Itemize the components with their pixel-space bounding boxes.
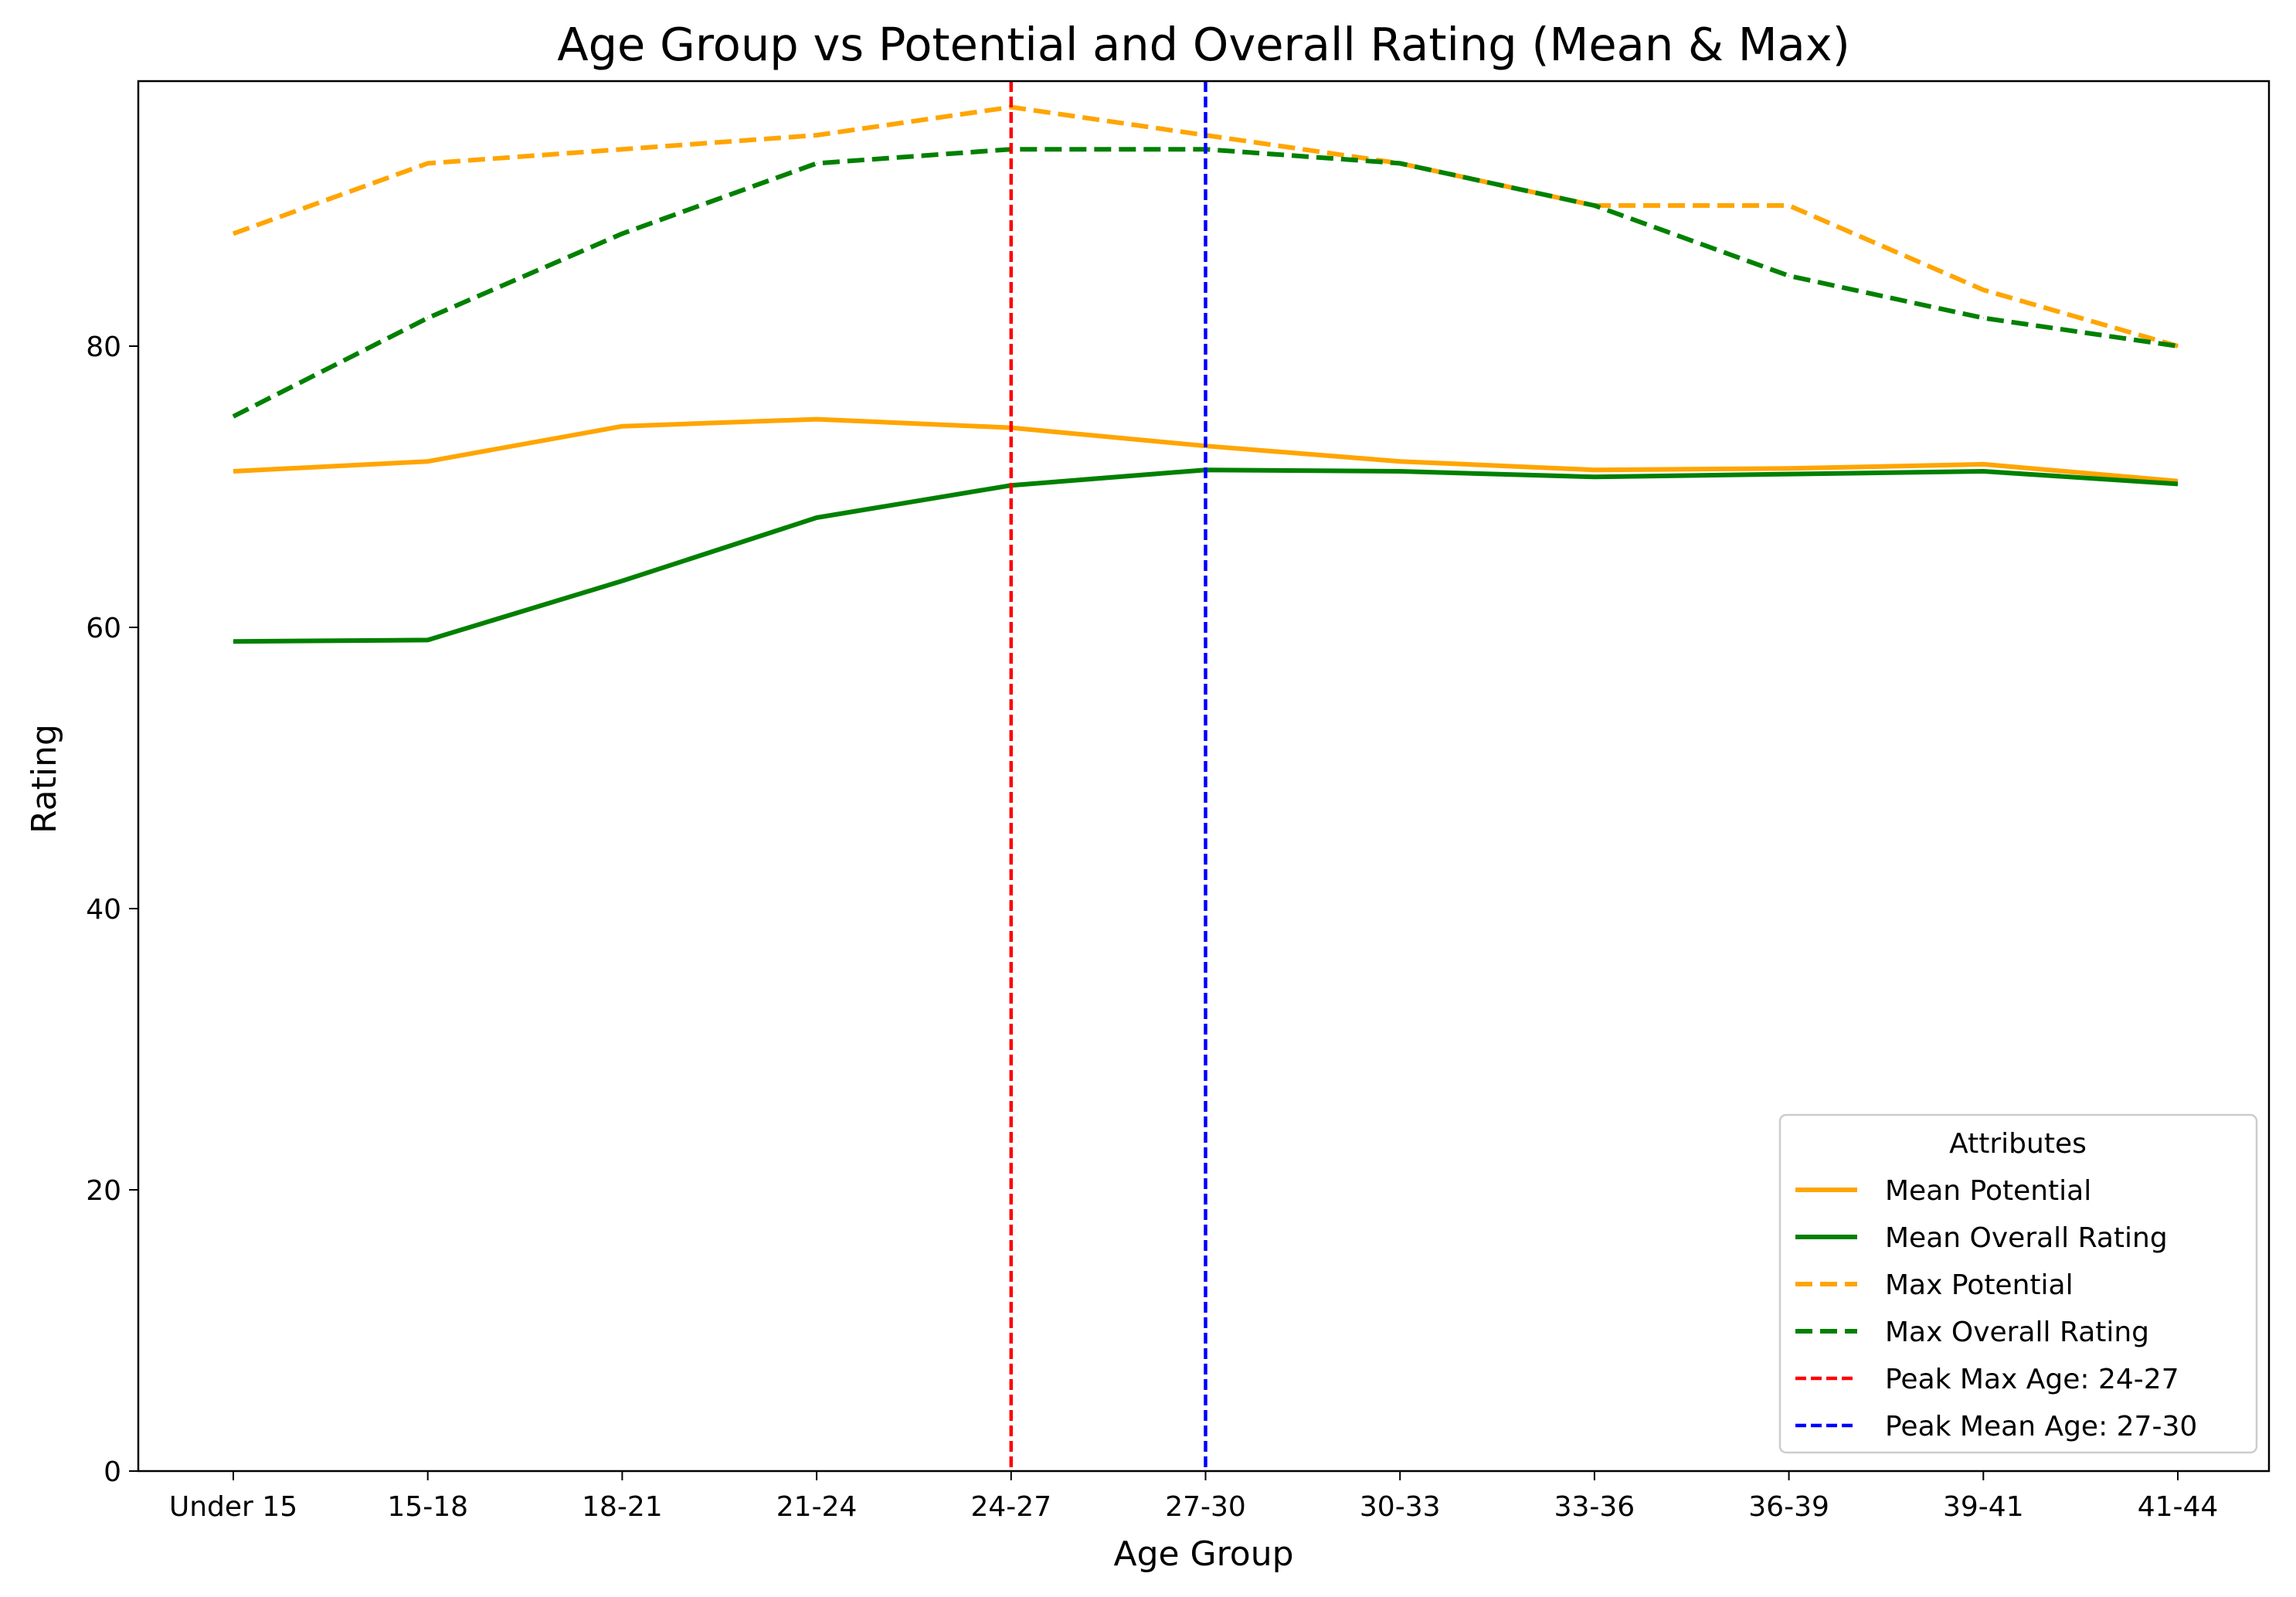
x-tick-label: 27-30 (1165, 1491, 1246, 1523)
legend-box (1778, 1113, 2258, 1454)
y-tick-label: 60 (86, 613, 121, 644)
legend-label: Max Overall Rating (1885, 1317, 2149, 1348)
legend-label: Peak Mean Age: 27-30 (1885, 1411, 2197, 1442)
legend-title: Attributes (1949, 1128, 2087, 1160)
data-point (1788, 275, 1790, 277)
x-tick-label: 33-36 (1554, 1491, 1635, 1523)
legend-label: Peak Max Age: 24-27 (1885, 1364, 2179, 1395)
data-point (621, 233, 623, 234)
legend-label: Mean Overall Rating (1885, 1222, 2168, 1254)
data-point (233, 233, 234, 234)
legend: Attributes Mean Potential Mean Overall Ra… (1778, 1113, 2258, 1454)
data-point (1982, 471, 1984, 472)
y-axis: 0 20 40 60 80 (86, 331, 138, 1488)
plot-area (137, 80, 2271, 1473)
x-tick-label: 30-33 (1360, 1491, 1441, 1523)
x-axis-title: Age Group (1113, 1534, 1293, 1574)
x-tick-label: 36-39 (1748, 1491, 1829, 1523)
y-tick-label: 0 (104, 1456, 121, 1488)
data-point (1982, 289, 1984, 291)
x-tick-label: 24-27 (970, 1491, 1051, 1523)
data-point (1788, 467, 1790, 469)
data-point (1399, 471, 1401, 472)
data-point (2177, 345, 2179, 347)
chart-title: Age Group vs Potential and Overall Ratin… (557, 18, 1850, 71)
data-point (233, 640, 234, 642)
x-tick-label: 15-18 (387, 1491, 468, 1523)
y-axis-title: Rating (25, 724, 64, 834)
x-tick-label: 39-41 (1943, 1491, 2024, 1523)
data-point (1594, 469, 1595, 471)
x-tick-label: 18-21 (582, 1491, 663, 1523)
y-tick-label: 80 (86, 331, 121, 363)
data-point (233, 471, 234, 472)
data-point (233, 416, 234, 417)
data-point (1399, 460, 1401, 462)
legend-label: Max Potential (1885, 1269, 2074, 1301)
data-point (621, 148, 623, 150)
x-tick-label: 21-24 (776, 1491, 858, 1523)
x-tick-label: Under 15 (169, 1491, 297, 1523)
data-point (621, 580, 623, 582)
y-tick-label: 20 (86, 1175, 121, 1207)
data-point (1399, 162, 1401, 164)
legend-label: Mean Potential (1885, 1175, 2091, 1207)
data-point (427, 460, 429, 462)
x-tick-label: 41-44 (2138, 1491, 2219, 1523)
data-point (427, 162, 429, 164)
y-tick-label: 40 (86, 894, 121, 926)
x-axis: Under 15 15-18 18-21 21-24 24-27 27-30 30-33 33… (169, 1471, 2218, 1523)
plot-frame (137, 80, 2271, 1473)
